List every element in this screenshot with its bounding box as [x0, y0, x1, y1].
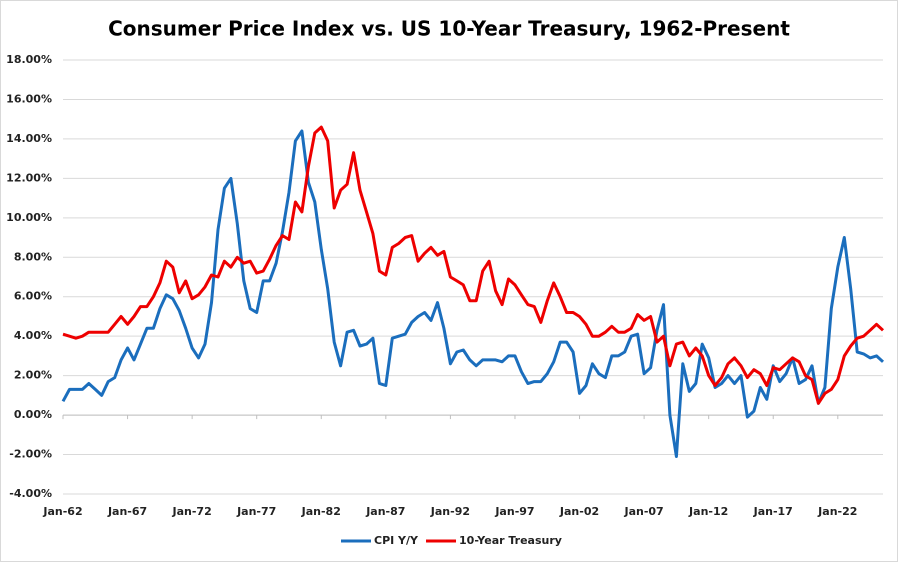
line-series: [61, 129, 885, 458]
x-tick-label: Jan-62: [42, 505, 82, 518]
line-series: [62, 125, 885, 405]
x-tick-label: Jan-82: [301, 505, 341, 518]
y-tick-label: 0.00%: [14, 408, 52, 421]
y-tick-label: 14.00%: [6, 132, 52, 145]
x-tick-label: Jan-87: [365, 505, 405, 518]
y-tick-label: 18.00%: [6, 53, 52, 66]
x-tick-label: Jan-22: [817, 505, 857, 518]
y-tick-label: 8.00%: [14, 250, 52, 263]
legend-label: 10-Year Treasury: [459, 534, 562, 547]
y-tick-label: 6.00%: [14, 290, 52, 303]
chart-title: Consumer Price Index vs. US 10-Year Trea…: [108, 17, 790, 41]
legend-label: CPI Y/Y: [374, 534, 419, 547]
x-tick-label: Jan-97: [494, 505, 534, 518]
x-tick-label: Jan-72: [172, 505, 212, 518]
y-tick-label: -2.00%: [9, 448, 52, 461]
x-tick-label: Jan-12: [688, 505, 728, 518]
y-tick-label: 16.00%: [6, 92, 52, 105]
y-tick-label: 2.00%: [14, 369, 52, 382]
x-tick-label: Jan-02: [559, 505, 599, 518]
x-tick-label: Jan-07: [623, 505, 663, 518]
x-tick-label: Jan-77: [236, 505, 276, 518]
y-tick-label: 12.00%: [6, 171, 52, 184]
x-tick-label: Jan-67: [107, 505, 147, 518]
y-tick-label: 10.00%: [6, 211, 52, 224]
y-tick-label: 4.00%: [14, 329, 52, 342]
x-tick-label: Jan-17: [753, 505, 793, 518]
y-tick-label: -4.00%: [9, 487, 52, 500]
x-tick-label: Jan-92: [430, 505, 470, 518]
